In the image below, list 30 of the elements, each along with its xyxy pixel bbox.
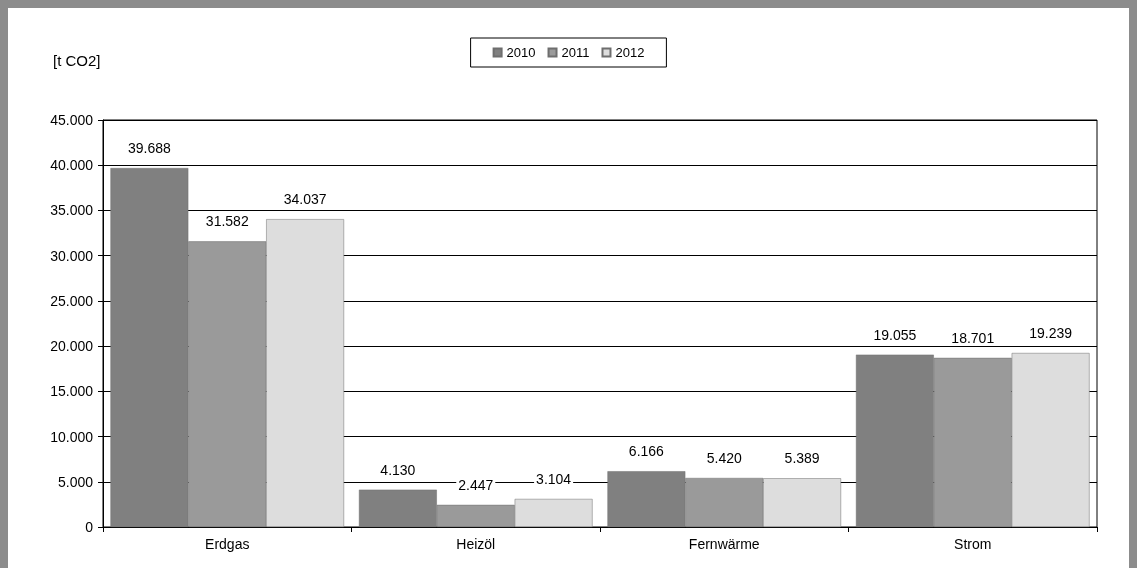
data-label: 2.447 (458, 476, 494, 493)
y-axis-title: [t CO2] (53, 52, 101, 69)
legend-label: 2010 (506, 45, 536, 60)
y-tick-label: 35.000 (50, 202, 94, 219)
y-tick-label: 0 (85, 519, 94, 535)
y-tick-label: 45.000 (50, 112, 94, 128)
data-label: 19.055 (873, 326, 917, 343)
data-label: 31.582 (205, 213, 249, 230)
x-tick-label: Fernwärme (688, 536, 760, 552)
y-tick-label: 20.000 (50, 338, 94, 355)
y-tick-label: 25.000 (50, 292, 94, 309)
y-tick-label: 40.000 (50, 157, 94, 174)
data-label: 3.104 (536, 470, 572, 487)
data-label: 4.130 (380, 461, 416, 478)
data-label: 18.701 (951, 329, 995, 346)
data-label: 5.389 (784, 450, 820, 467)
x-tick-label: Heizöl (456, 536, 496, 552)
data-label: 19.239 (1029, 324, 1073, 341)
legend-label: 2011 (561, 45, 590, 60)
y-tick-label: 10.000 (50, 428, 94, 445)
y-tick-label: 5.000 (57, 473, 94, 490)
y-tick-label: 30.000 (50, 247, 94, 264)
x-tick-label: Strom (954, 536, 992, 552)
data-label: 39.688 (127, 140, 172, 157)
legend-label: 2012 (615, 45, 645, 60)
data-label: 6.166 (628, 443, 665, 460)
y-tick-label: 15.000 (50, 383, 94, 400)
x-tick-label: Erdgas (205, 536, 250, 552)
data-label: 34.037 (283, 191, 327, 208)
data-label: 5.420 (706, 449, 742, 466)
